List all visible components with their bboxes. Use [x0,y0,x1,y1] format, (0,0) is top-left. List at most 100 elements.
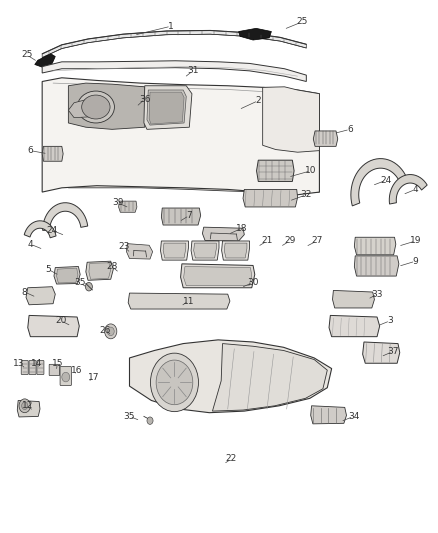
Polygon shape [144,86,192,130]
Circle shape [105,324,117,339]
FancyBboxPatch shape [21,361,28,374]
Polygon shape [128,293,230,309]
Text: 30: 30 [247,278,259,287]
Text: 10: 10 [305,166,316,175]
Ellipse shape [78,91,114,123]
Text: 23: 23 [118,242,130,251]
Polygon shape [163,243,186,258]
Circle shape [62,372,70,382]
Polygon shape [160,241,188,260]
Text: 11: 11 [183,296,194,305]
Polygon shape [35,54,55,67]
Text: 26: 26 [100,326,111,335]
Circle shape [150,353,198,411]
Text: 6: 6 [347,125,353,134]
Text: 35: 35 [74,278,86,287]
Polygon shape [24,221,56,238]
FancyBboxPatch shape [49,365,60,375]
Polygon shape [42,78,319,195]
Polygon shape [354,256,399,276]
Polygon shape [68,127,319,193]
Text: 9: 9 [413,257,418,265]
Polygon shape [354,237,396,255]
Polygon shape [222,241,250,260]
Polygon shape [127,244,152,259]
Polygon shape [194,243,216,258]
Polygon shape [351,159,407,206]
Text: 24: 24 [380,176,392,185]
Polygon shape [257,160,294,181]
Text: 21: 21 [261,237,273,246]
Text: 36: 36 [139,94,151,103]
Circle shape [19,399,30,413]
Polygon shape [263,87,319,152]
Polygon shape [212,344,327,411]
Polygon shape [89,263,111,279]
Text: 18: 18 [236,224,247,233]
Polygon shape [42,61,306,82]
Text: 4: 4 [28,240,33,249]
Circle shape [107,327,114,336]
FancyBboxPatch shape [60,367,71,385]
Text: 24: 24 [46,226,58,235]
Polygon shape [311,406,346,424]
Text: 19: 19 [410,237,421,246]
Text: 35: 35 [124,412,135,421]
Text: 7: 7 [187,211,192,220]
Ellipse shape [81,95,110,119]
Text: 14: 14 [31,359,42,368]
Polygon shape [224,243,247,258]
Polygon shape [57,268,78,283]
Text: 34: 34 [348,412,359,421]
Polygon shape [180,264,255,288]
Polygon shape [86,261,113,280]
Polygon shape [147,90,186,125]
Text: 25: 25 [296,18,307,27]
Circle shape [85,282,92,291]
Circle shape [156,360,193,405]
Text: 37: 37 [387,347,399,356]
Text: 2: 2 [255,96,261,105]
Polygon shape [42,30,306,58]
Text: 8: 8 [22,287,28,296]
Polygon shape [389,175,427,204]
Polygon shape [68,98,100,118]
Polygon shape [17,400,40,417]
Polygon shape [239,28,272,40]
Polygon shape [26,287,55,305]
Text: 25: 25 [21,51,32,59]
Polygon shape [202,227,244,241]
FancyBboxPatch shape [29,361,36,374]
Circle shape [147,417,153,424]
Text: 29: 29 [284,237,295,246]
Polygon shape [313,131,338,147]
Polygon shape [363,342,400,364]
Text: 13: 13 [13,359,25,368]
Text: 17: 17 [88,373,99,382]
Text: 15: 15 [52,359,63,368]
Polygon shape [332,290,374,308]
Polygon shape [42,203,88,230]
Text: 4: 4 [413,185,418,194]
Polygon shape [28,316,79,337]
Polygon shape [119,201,137,212]
Polygon shape [130,340,332,413]
Text: 28: 28 [106,262,118,271]
Text: 27: 27 [311,237,322,246]
Polygon shape [191,241,219,260]
Circle shape [21,402,28,409]
Text: 1: 1 [168,22,174,31]
Text: 39: 39 [112,198,124,207]
Polygon shape [184,266,252,286]
Polygon shape [149,92,184,124]
Polygon shape [329,316,380,337]
Polygon shape [243,189,297,207]
FancyBboxPatch shape [37,361,44,374]
Text: 32: 32 [300,190,312,199]
Text: 22: 22 [226,455,237,463]
Polygon shape [42,147,63,161]
Polygon shape [161,208,201,225]
Text: 5: 5 [45,265,51,273]
Polygon shape [68,83,145,130]
Text: 12: 12 [22,401,33,410]
